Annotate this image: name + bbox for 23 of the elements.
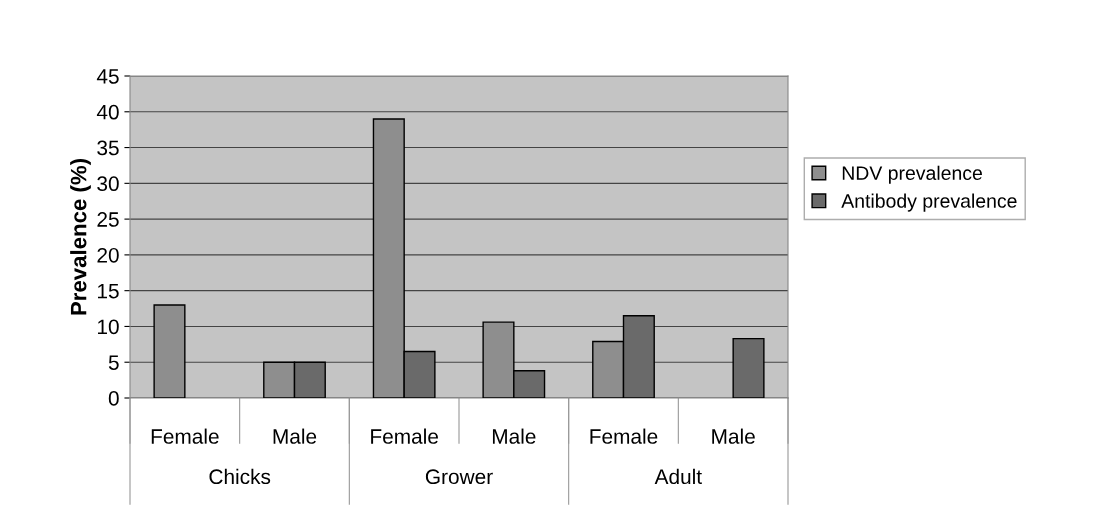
y-tick-label: 10 <box>98 319 119 335</box>
y-tick-label: 25 <box>97 212 119 227</box>
text: Chicks <box>209 468 271 485</box>
y-tick-label: 20 <box>97 247 119 263</box>
y-tick-label: 35 <box>97 140 119 156</box>
y-tick-label: 0 <box>108 391 119 406</box>
legend-label: NDV prevalence <box>842 165 982 184</box>
y-tick-label: 15 <box>98 283 119 299</box>
y-tick-label: 30 <box>97 176 119 192</box>
text: Adult <box>654 468 702 485</box>
x-tick-label: Male <box>712 428 755 444</box>
x-tick-label: Male <box>492 428 536 444</box>
text: Grower <box>425 469 493 485</box>
legend-label: Antibody prevalence <box>841 193 1017 212</box>
y-tick-label: 5 <box>108 355 119 370</box>
y-tick-label: 40 <box>96 104 119 120</box>
x-tick-label: Male <box>273 428 317 444</box>
x-tick-label: Female <box>590 428 658 444</box>
x-tick-label: Female <box>371 428 438 444</box>
bar <box>732 337 765 398</box>
y-axis-title: Prevalence (%) <box>70 159 91 315</box>
x-tick-label: Female <box>151 428 219 444</box>
y-tick-label: 45 <box>96 69 119 84</box>
